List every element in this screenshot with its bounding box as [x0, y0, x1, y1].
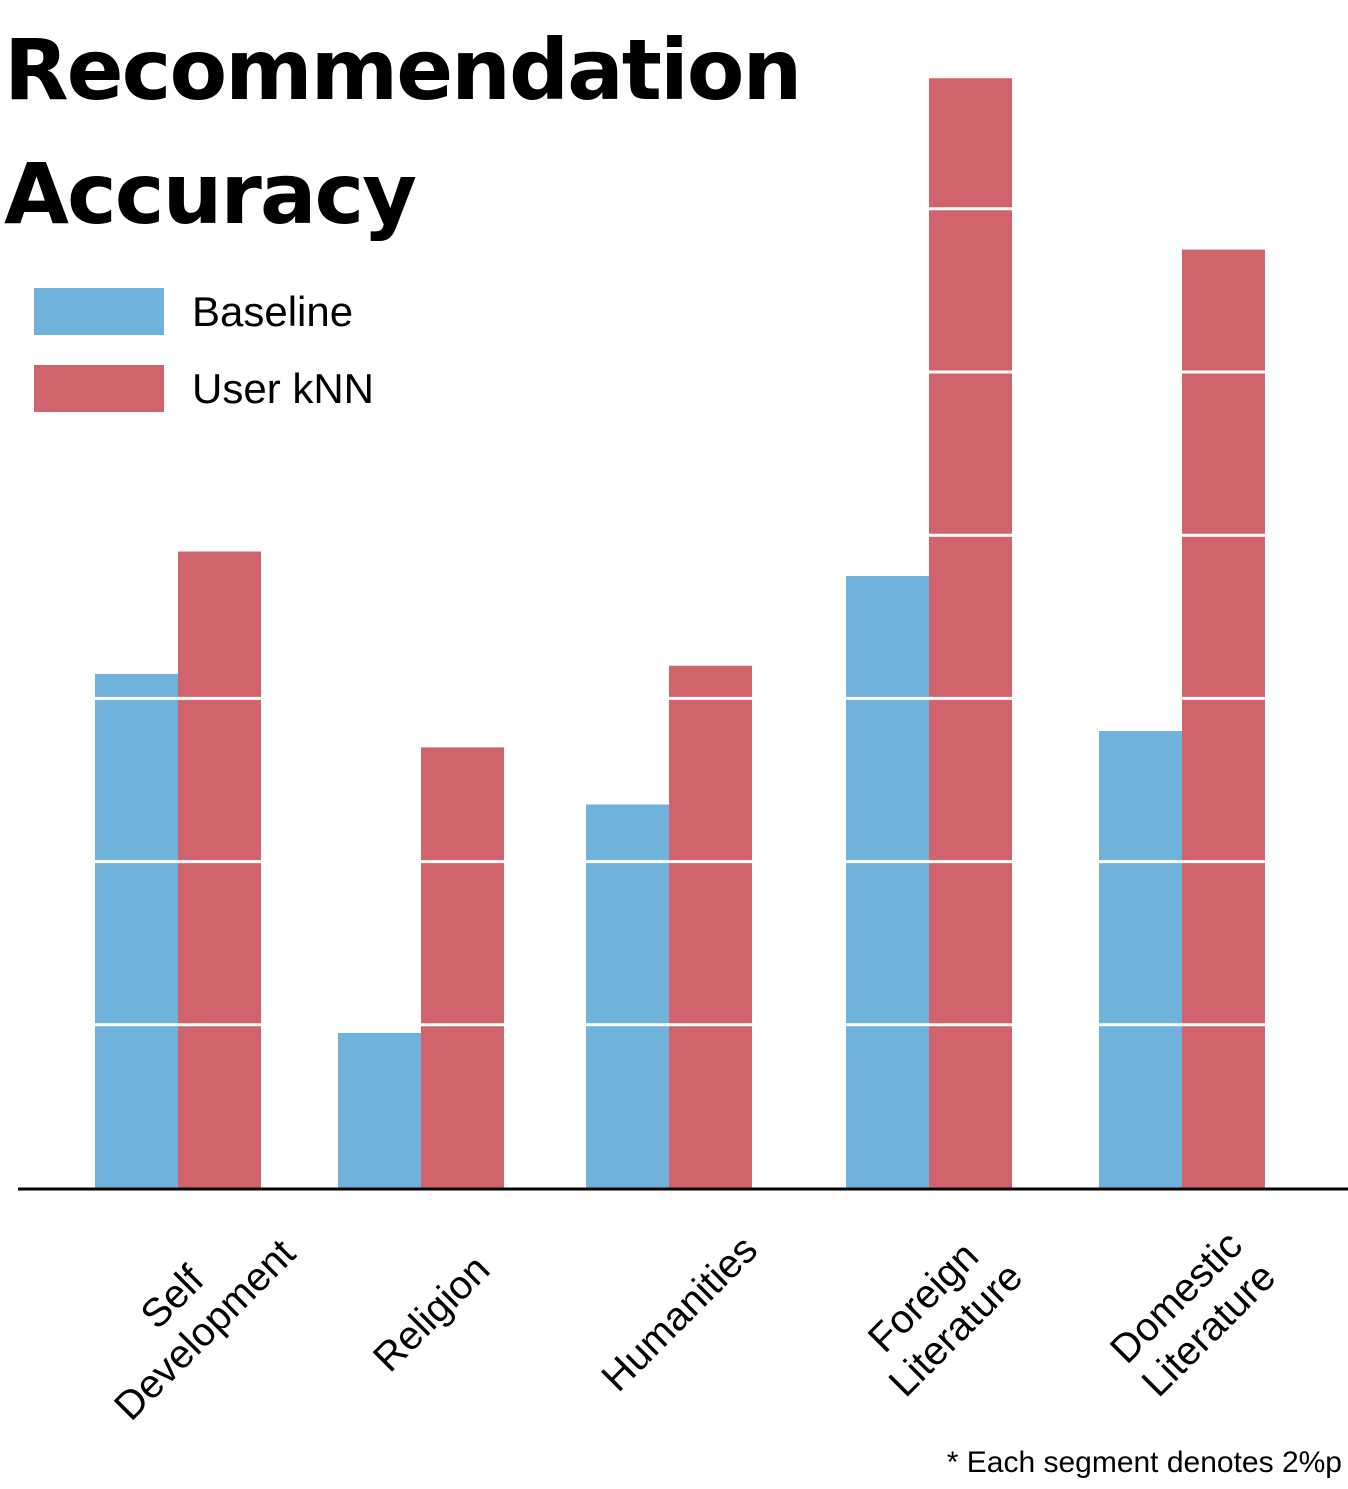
x-tick-label-line: Development — [106, 1231, 304, 1429]
bar-user-knn-1 — [421, 747, 504, 1188]
bar-baseline-1 — [338, 1032, 421, 1188]
x-tick-label-4: DomesticLiterature — [1101, 1222, 1284, 1405]
x-tick-label-line: Humanities — [593, 1227, 766, 1400]
x-tick-label-1: Religion — [365, 1247, 498, 1380]
bar-user-knn-0 — [178, 551, 261, 1188]
x-tick-label-line: Religion — [365, 1247, 498, 1380]
bar-user-knn-3 — [929, 78, 1012, 1189]
footnote: * Each segment denotes 2%p — [946, 1446, 1342, 1479]
bar-user-knn-2 — [669, 665, 752, 1188]
legend-swatch-user-knn — [34, 365, 164, 412]
bar-baseline-4 — [1099, 731, 1182, 1188]
bar-baseline-2 — [586, 804, 669, 1188]
bar-user-knn-4 — [1182, 249, 1265, 1189]
bar-baseline-0 — [95, 673, 178, 1188]
bar-baseline-3 — [846, 576, 929, 1188]
legend-label-baseline: Baseline — [192, 288, 354, 335]
x-tick-label-2: Humanities — [593, 1227, 766, 1400]
legend-label-user-knn: User kNN — [192, 365, 375, 412]
x-tick-label-0: SelfDevelopment — [74, 1199, 304, 1429]
legend-swatch-baseline — [34, 288, 164, 335]
x-tick-label-3: ForeignLiterature — [848, 1222, 1031, 1405]
chart-title: Recommendation Accuracy — [4, 21, 802, 243]
